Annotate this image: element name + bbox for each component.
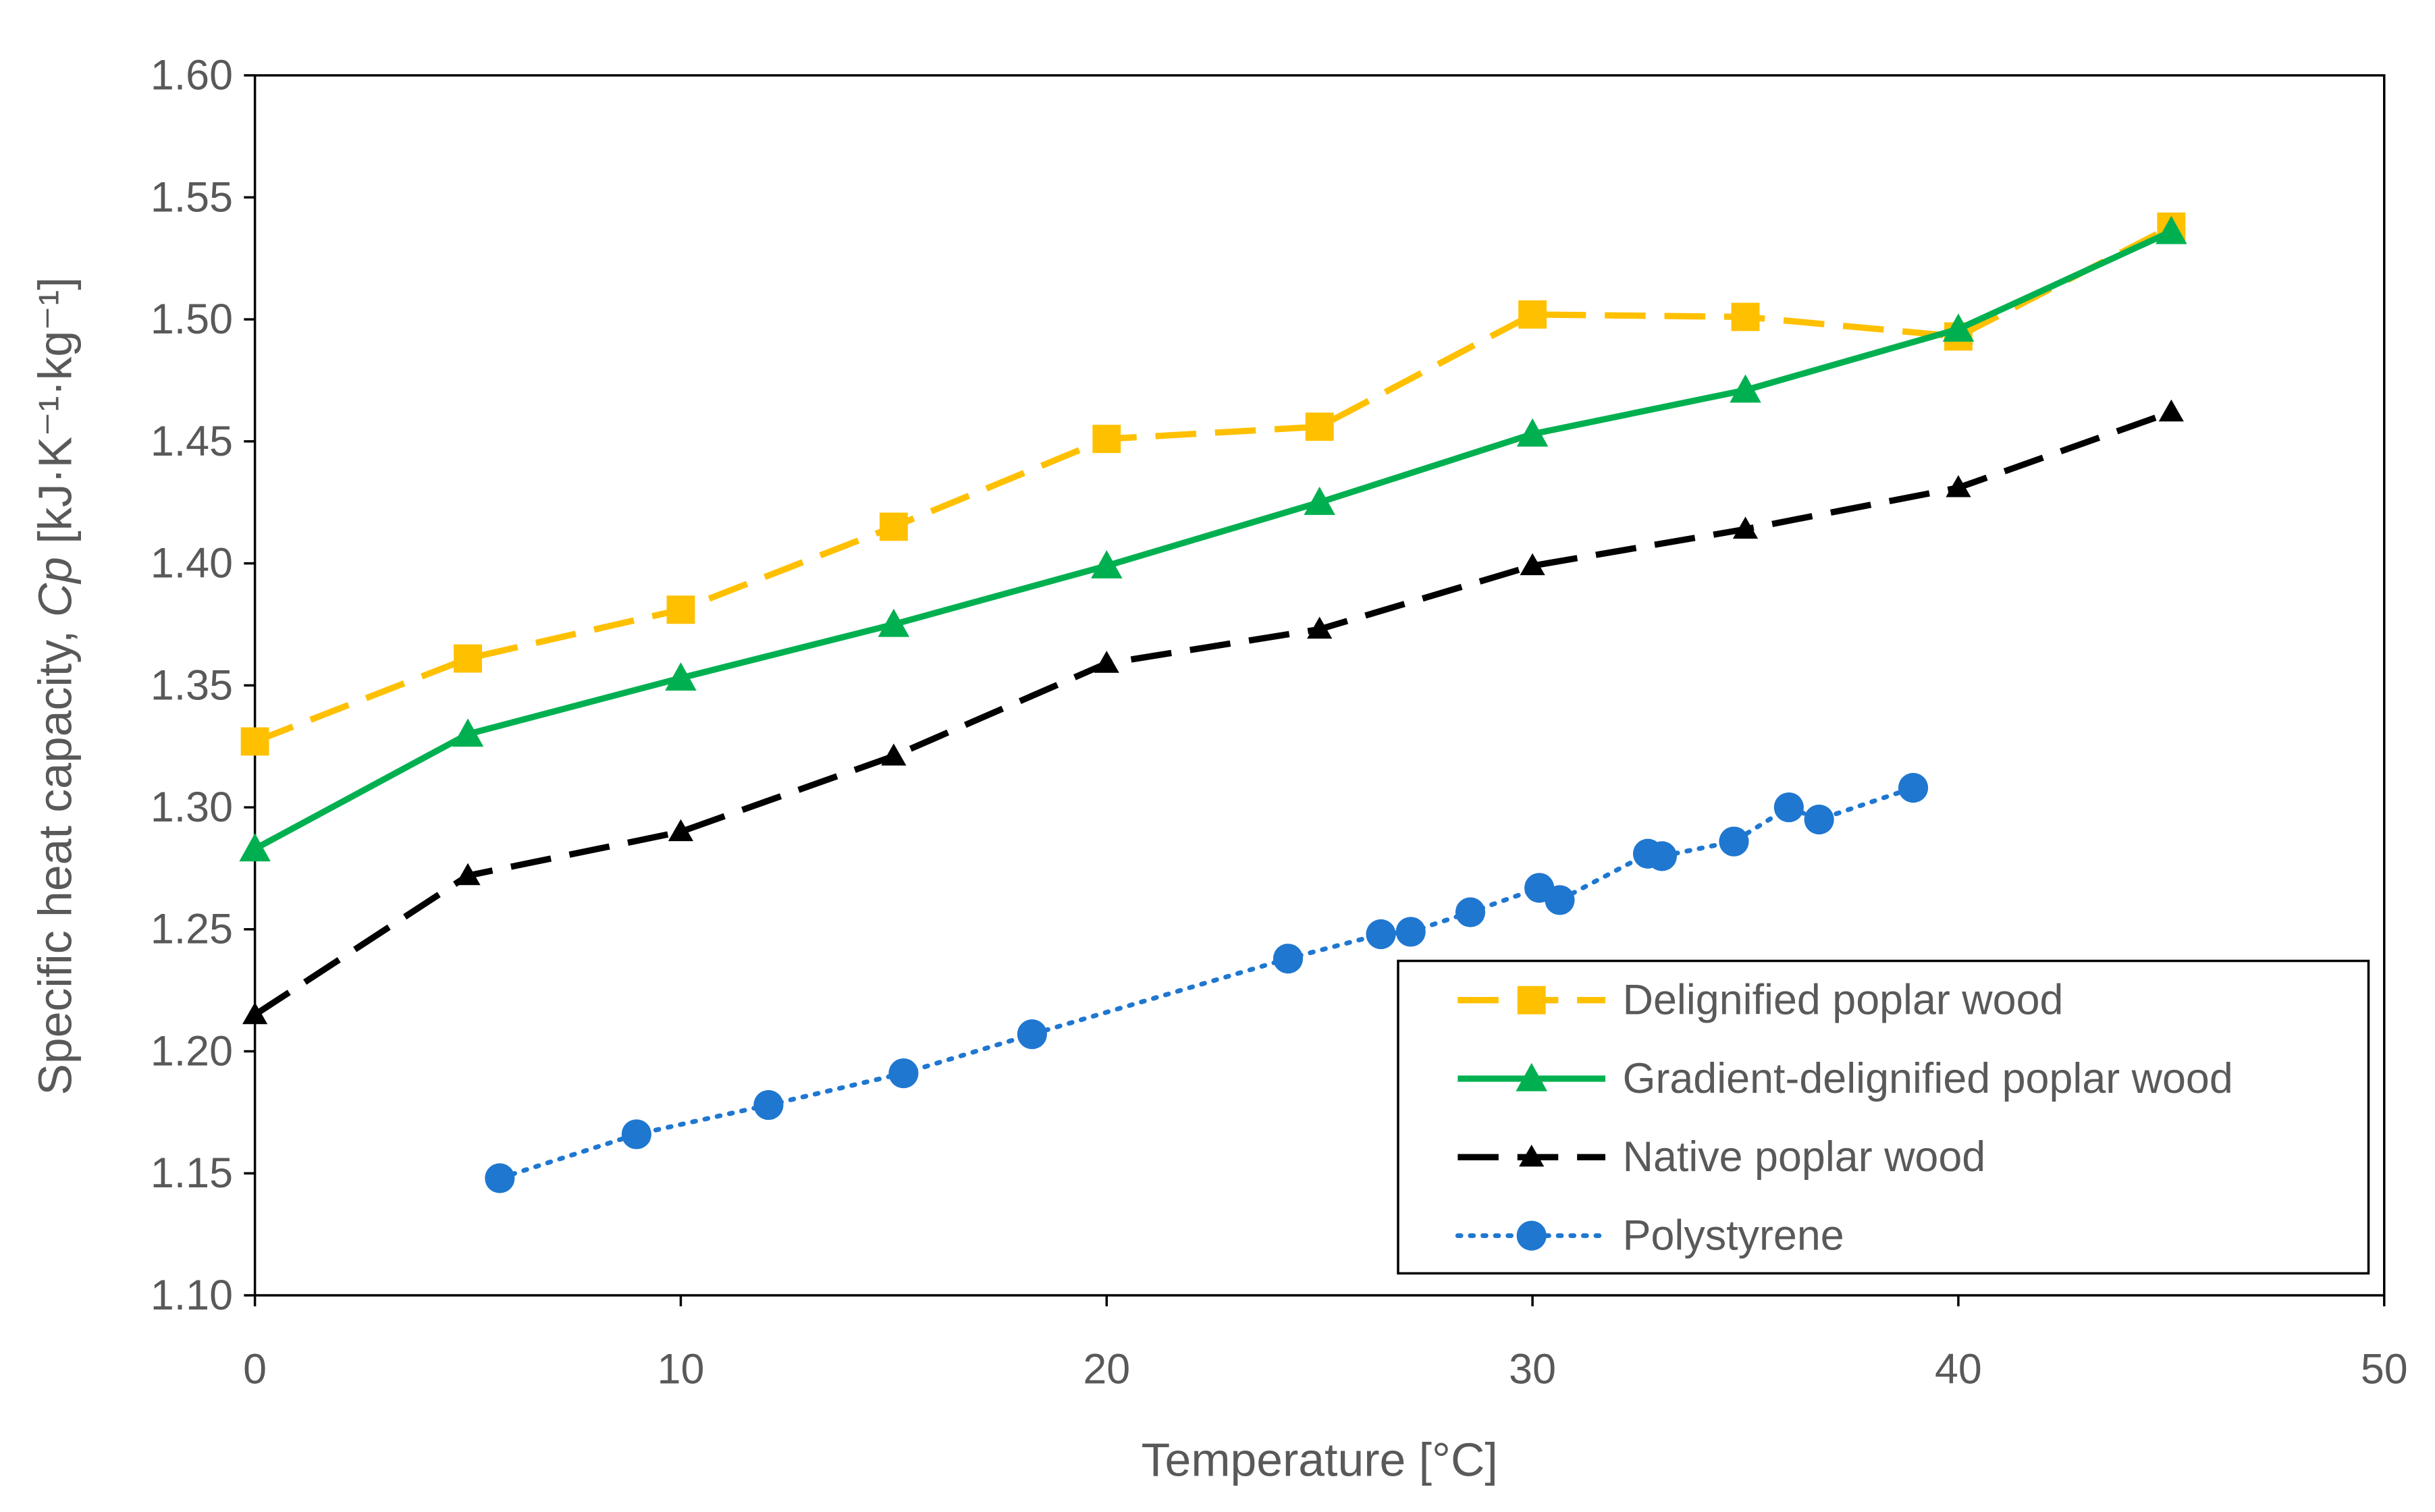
data-point-triangle (1946, 475, 1971, 497)
data-point-circle (1516, 1220, 1547, 1251)
data-point-circle (1366, 919, 1396, 950)
data-point-square (1305, 412, 1334, 441)
series-native-poplar-wood (242, 399, 2184, 1025)
legend-item: Polystyrene (1455, 1212, 1844, 1260)
data-point-circle (1898, 773, 1929, 803)
legend-item: Gradient-delignified poplar wood (1457, 1055, 2233, 1102)
legend-label: Native poplar wood (1623, 1133, 1986, 1181)
legend-label: Delignified poplar wood (1623, 977, 2064, 1024)
data-point-triangle (239, 833, 271, 862)
data-point-triangle (452, 718, 484, 747)
y-tick-label: 1.10 (151, 1272, 233, 1319)
y-tick-label: 1.50 (151, 296, 233, 343)
series-polystyrene (485, 773, 1929, 1193)
series-line (253, 223, 2173, 745)
data-point-triangle (1516, 1062, 1547, 1091)
data-point-circle (1273, 944, 1304, 974)
data-point-circle (1804, 805, 1834, 835)
x-tick-label: 0 (243, 1345, 267, 1393)
data-point-circle (753, 1089, 784, 1120)
data-point-triangle (1094, 651, 1119, 673)
data-point-square (1517, 986, 1546, 1015)
data-point-square (1092, 425, 1121, 454)
x-tick-label: 50 (2361, 1345, 2408, 1393)
series-line (253, 409, 2172, 1018)
data-point-square (666, 595, 695, 624)
y-tick-label: 1.20 (151, 1027, 233, 1075)
data-point-triangle (878, 608, 910, 637)
data-point-circle (1647, 841, 1677, 871)
data-point-triangle (1516, 418, 1549, 447)
data-point-triangle (881, 743, 907, 766)
data-point-triangle (1307, 616, 1333, 639)
y-tick-label: 1.35 (151, 662, 233, 709)
data-point-circle (1017, 1019, 1047, 1050)
data-point-triangle (1304, 486, 1335, 515)
legend: Delignified poplar wood Gradient-delignif… (1397, 959, 2370, 1275)
data-point-triangle (668, 819, 694, 842)
data-point-circle (1545, 885, 1575, 915)
data-point-circle (1719, 826, 1749, 857)
x-tick-label: 10 (658, 1345, 705, 1393)
data-point-triangle (1520, 553, 1545, 576)
y-axis-title: Specific heat capacity, Cp [kJ·K⁻¹·kg⁻¹] (28, 277, 81, 1095)
y-tick-label: 1.40 (151, 540, 233, 587)
y-tick-label: 1.55 (151, 173, 233, 221)
data-point-triangle (1519, 1144, 1545, 1167)
data-point-triangle (665, 662, 697, 691)
x-tick-label: 40 (1935, 1345, 1982, 1393)
data-point-square (240, 727, 269, 756)
data-point-triangle (1942, 313, 1975, 342)
data-point-triangle (242, 1002, 268, 1025)
data-point-circle (1395, 917, 1426, 947)
legend-label: Polystyrene (1623, 1212, 1844, 1260)
data-point-circle (485, 1163, 515, 1193)
data-point-triangle (2158, 399, 2184, 422)
y-tick-label: 1.60 (151, 52, 233, 99)
x-axis-title: Temperature [°C] (1142, 1434, 1498, 1486)
legend-item: Delignified poplar wood (1457, 977, 2063, 1024)
data-point-circle (1455, 897, 1486, 927)
series-line (253, 228, 2173, 852)
data-point-triangle (1091, 549, 1123, 578)
legend-item: Native poplar wood (1457, 1133, 1985, 1181)
x-tick-label: 20 (1083, 1345, 1130, 1393)
y-tick-label: 1.15 (151, 1150, 233, 1197)
data-point-circle (1773, 792, 1804, 823)
y-tick-label: 1.45 (151, 418, 233, 465)
data-point-square (454, 644, 482, 673)
series-delignified-poplar-wood (240, 212, 2186, 756)
data-point-circle (621, 1119, 651, 1150)
y-tick-label: 1.25 (151, 906, 233, 953)
data-point-triangle (1730, 374, 1761, 403)
data-point-triangle (2156, 215, 2187, 244)
data-point-square (1731, 302, 1760, 331)
y-tick-label: 1.30 (151, 784, 233, 831)
data-point-triangle (1732, 516, 1759, 539)
data-point-circle (888, 1058, 919, 1089)
x-tick-label: 30 (1509, 1345, 1556, 1393)
data-point-square (879, 512, 908, 541)
data-point-square (1518, 300, 1547, 329)
data-point-triangle (455, 863, 481, 886)
legend-label: Gradient-delignified poplar wood (1623, 1055, 2233, 1102)
series-gradient-delignified-poplar-wood (239, 215, 2187, 862)
